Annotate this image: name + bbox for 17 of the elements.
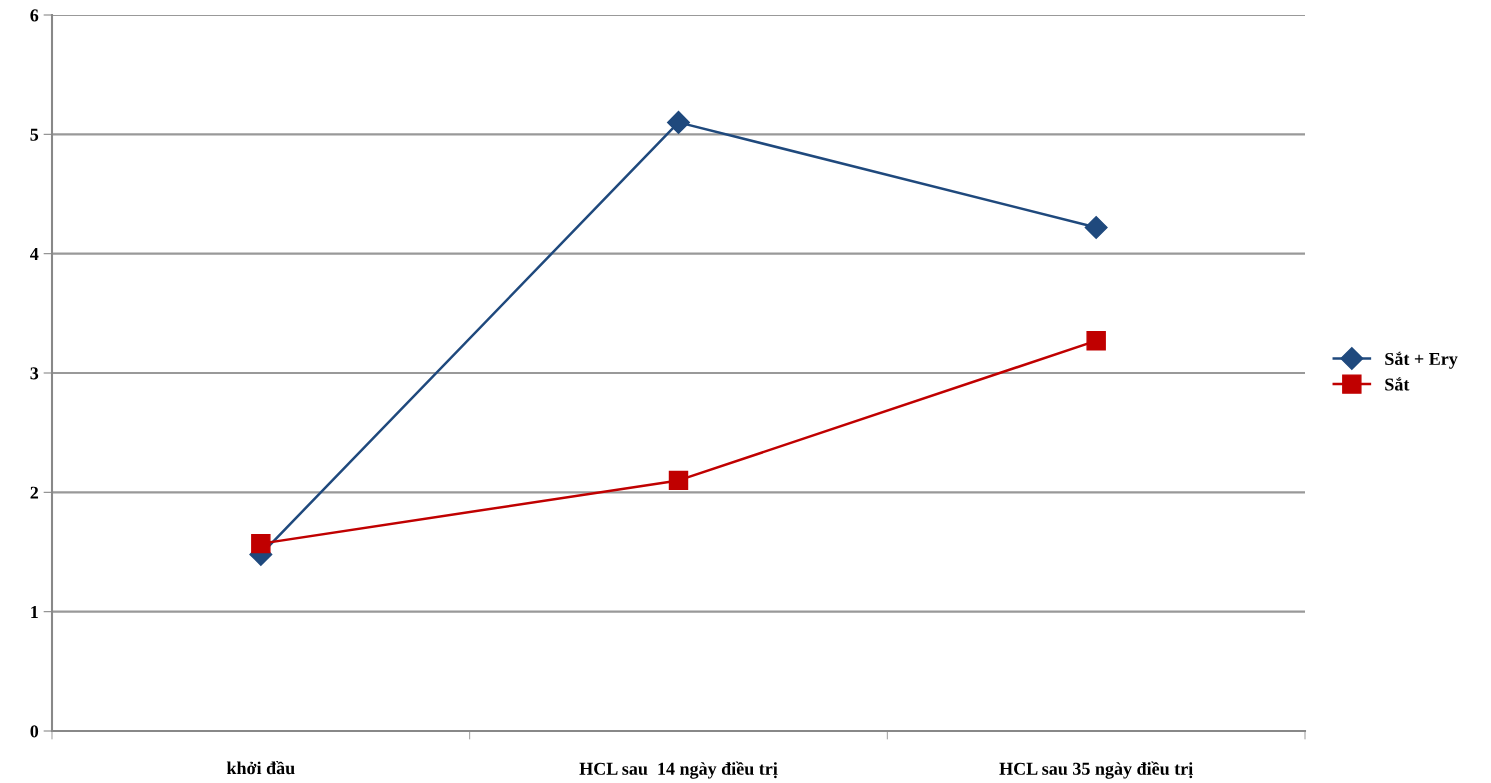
point (667, 110, 690, 134)
point (251, 533, 271, 554)
y-tick-label: 6 (30, 9, 39, 22)
y-tick-label: 2 (30, 486, 39, 499)
x-tick-label: HCL sau 35 ngày điều trị (999, 761, 1193, 779)
x-tick-label: khởi đầu (226, 760, 295, 775)
point (668, 470, 689, 491)
legend-label: Sắt (1385, 377, 1410, 391)
y-tick-label: 4 (30, 248, 39, 260)
legend-label: Sắt + Ery (1385, 351, 1458, 369)
point (1084, 215, 1108, 239)
y-tick-label: 1 (31, 606, 38, 618)
y-tick-label: 0 (30, 725, 39, 738)
y-tick-label: 3 (30, 367, 39, 380)
point (1086, 331, 1106, 351)
y-tick-label: 5 (30, 128, 39, 141)
x-tick-label: HCL sau 14 ngày điều trị (579, 761, 778, 779)
